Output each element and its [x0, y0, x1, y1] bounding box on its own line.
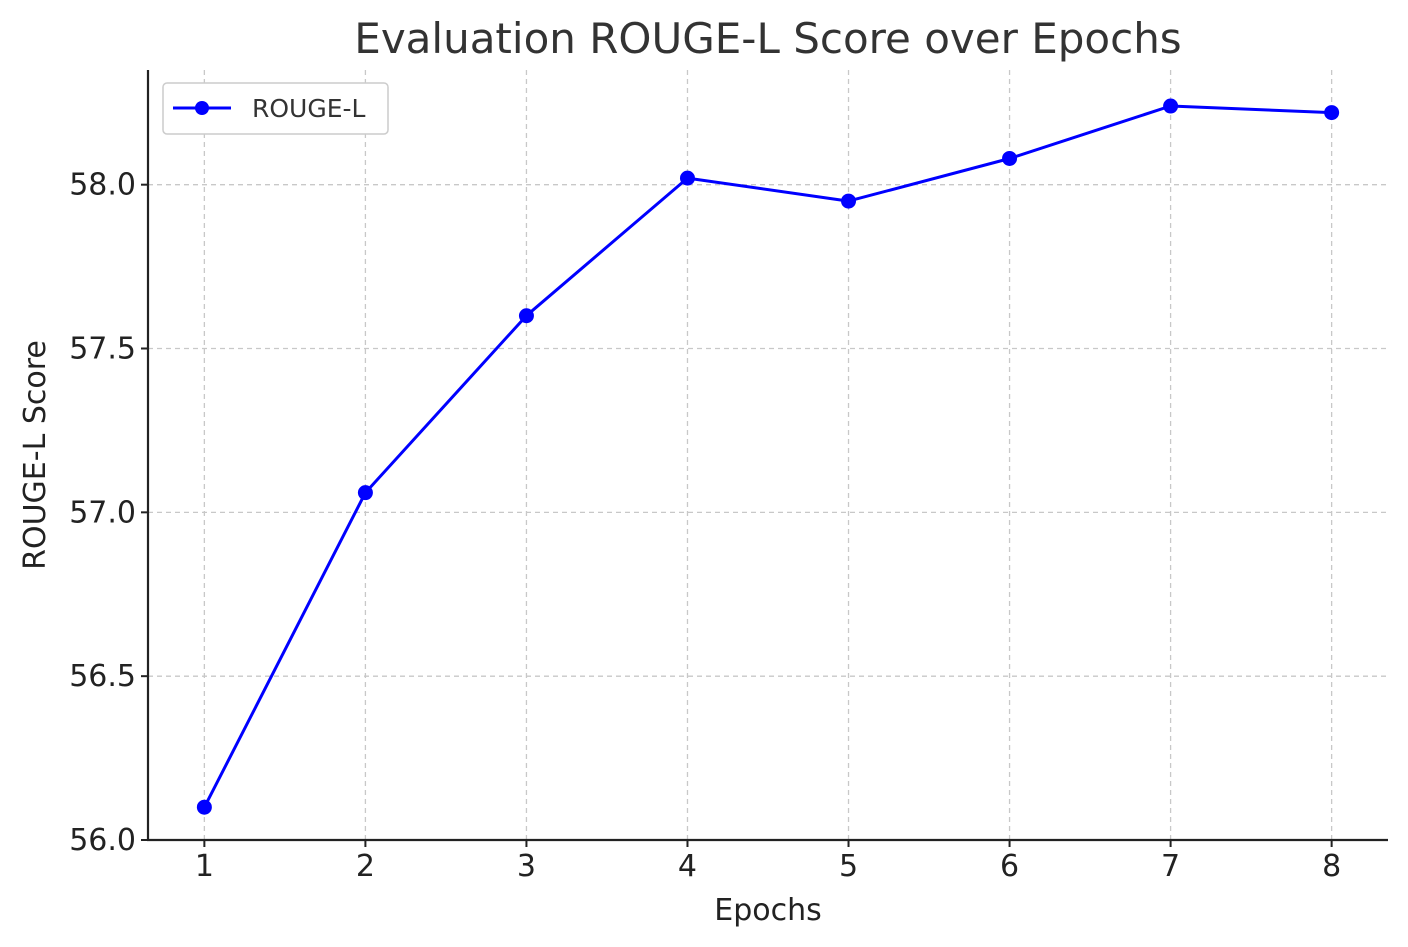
axes [141, 70, 1388, 847]
x-tick-label: 4 [678, 849, 697, 884]
y-tick-label: 56.5 [69, 659, 136, 694]
x-tick-label: 1 [195, 849, 214, 884]
x-tick-label: 2 [356, 849, 375, 884]
y-tick-label: 56.0 [69, 823, 136, 858]
x-tick-label: 7 [1161, 849, 1180, 884]
data-point [1324, 105, 1340, 121]
data-point [518, 308, 534, 324]
series-line [203, 104, 1332, 808]
data-point [841, 193, 857, 209]
data-point [196, 799, 212, 815]
x-tick-label: 3 [517, 849, 536, 884]
legend-marker-swatch [195, 101, 209, 115]
data-point [1002, 150, 1018, 166]
data-series [196, 98, 1340, 815]
x-tick-label: 5 [839, 849, 858, 884]
y-tick-label: 58.0 [69, 168, 136, 203]
data-point [679, 170, 695, 186]
x-axis-label: Epochs [714, 893, 822, 928]
chart-title: Evaluation ROUGE-L Score over Epochs [354, 14, 1181, 63]
legend-label: ROUGE-L [252, 94, 366, 123]
y-axis-label: ROUGE-L Score [18, 340, 53, 570]
x-tick-label: 8 [1322, 849, 1341, 884]
y-tick-label: 57.5 [69, 332, 136, 367]
legend-box [162, 82, 389, 135]
legend: ROUGE-L [162, 82, 389, 135]
y-tick-label: 57.0 [69, 495, 136, 530]
tick-labels: 1 2 3 4 5 6 7 8 56.0 56.5 57.0 57.5 58.0 [69, 168, 1341, 884]
data-point [1163, 98, 1179, 114]
x-tick-label: 6 [1000, 849, 1019, 884]
data-point [357, 485, 373, 501]
